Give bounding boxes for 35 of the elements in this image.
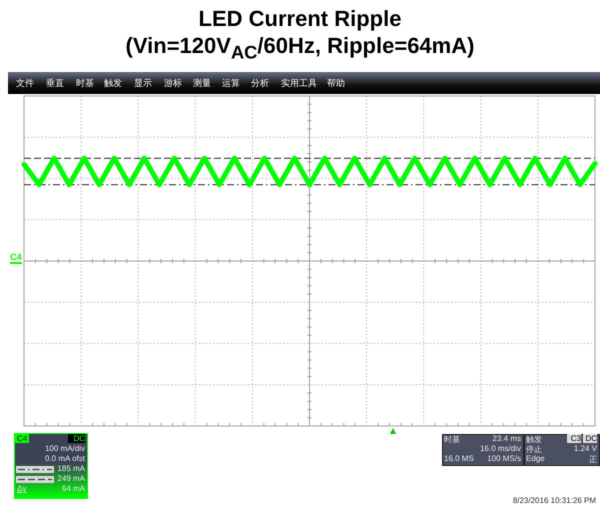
text: 100 mA/div bbox=[44, 444, 85, 453]
text: 时基 bbox=[444, 434, 460, 445]
text: 23.4 ms bbox=[492, 434, 521, 443]
text: 0.0 mA ofst bbox=[44, 454, 85, 463]
text: 帮助 bbox=[327, 77, 345, 90]
text: DC bbox=[68, 434, 85, 443]
text: DC bbox=[583, 434, 597, 443]
text: Edge bbox=[526, 454, 545, 463]
text: 8/23/2016 10:31:26 PM bbox=[512, 496, 596, 505]
chart-title: LED Current Ripple bbox=[198, 6, 402, 32]
text: 文件 bbox=[16, 77, 34, 90]
text: 触发 bbox=[104, 77, 122, 90]
text: 垂直 bbox=[46, 77, 64, 90]
text: 1.24 V bbox=[574, 444, 597, 453]
text: 100 MS/s bbox=[487, 454, 521, 463]
text: C4 bbox=[10, 252, 22, 262]
text: C3 bbox=[567, 434, 581, 443]
text: 显示 bbox=[134, 77, 152, 90]
chart-subtitle: (Vin=120V$_{AC}$/60Hz, Ripple=64mA) bbox=[124, 33, 476, 64]
text: 运算 bbox=[222, 77, 240, 90]
text: 分析 bbox=[251, 77, 269, 90]
text: 16.0 MS bbox=[444, 454, 474, 463]
text: 正 bbox=[589, 455, 597, 464]
text: C4 bbox=[17, 434, 28, 443]
text: 停止 bbox=[526, 444, 542, 455]
text: 触发 bbox=[526, 434, 542, 445]
text: 实用工具 bbox=[281, 77, 317, 90]
legend-label: 185 mA bbox=[56, 464, 85, 473]
text: 64 mA bbox=[62, 484, 85, 493]
text: 时基 bbox=[76, 77, 94, 90]
text: Δy bbox=[17, 484, 26, 493]
legend-label: 249 mA bbox=[56, 474, 85, 483]
text: 16.0 ms/div bbox=[479, 444, 521, 453]
text: 游标 bbox=[164, 77, 182, 90]
text: 测量 bbox=[193, 77, 211, 90]
